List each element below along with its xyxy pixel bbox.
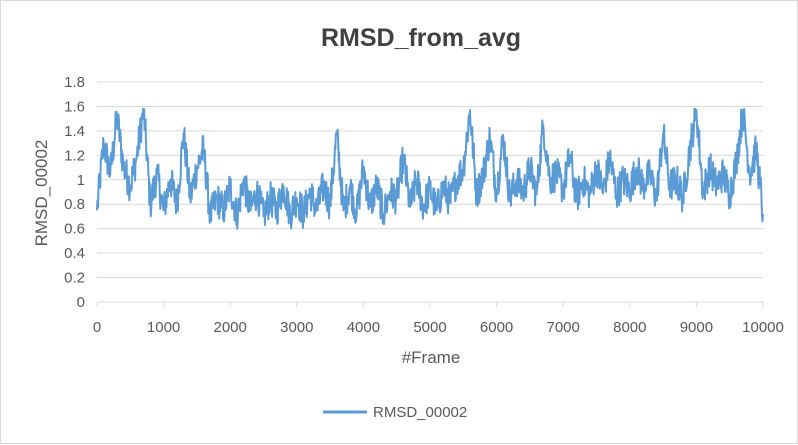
x-tick-label: 8000 xyxy=(613,319,646,336)
y-tick-label: 0.6 xyxy=(64,221,85,238)
series-group xyxy=(96,107,764,230)
y-tick-label: 1.6 xyxy=(64,98,85,115)
series-line xyxy=(96,107,764,230)
x-tick-label: 0 xyxy=(93,319,101,336)
y-tick-label: 1.2 xyxy=(64,147,85,164)
y-axis-ticks: 0 0.2 0.4 0.6 0.8 1 1.2 1.4 1.6 1.8 xyxy=(64,74,85,311)
x-tick-label: 3000 xyxy=(280,319,313,336)
legend-label: RMSD_00002 xyxy=(373,404,467,421)
y-tick-label: 1 xyxy=(77,172,85,189)
x-axis-label: #Frame xyxy=(402,348,461,367)
y-tick-label: 0.2 xyxy=(64,270,85,287)
x-axis-ticks: 0 1000 2000 3000 4000 5000 6000 7000 8000 9000 100… xyxy=(93,302,784,336)
y-tick-label: 1.8 xyxy=(64,74,85,91)
y-tick-label: 0 xyxy=(77,294,85,311)
x-tick-label: 9000 xyxy=(680,319,713,336)
x-tick-label: 4000 xyxy=(347,319,380,336)
y-axis-label: RMSD_00002 xyxy=(32,140,51,247)
x-tick-label: 5000 xyxy=(413,319,446,336)
x-tick-label: 2000 xyxy=(214,319,247,336)
chart-title: RMSD_from_avg xyxy=(321,24,521,52)
y-tick-label: 1.4 xyxy=(64,123,85,140)
x-tick-label: 7000 xyxy=(547,319,580,336)
y-tick-label: 0.4 xyxy=(64,245,85,262)
x-tick-label: 6000 xyxy=(480,319,513,336)
x-tick-label: 1000 xyxy=(147,319,180,336)
x-tick-label: 10000 xyxy=(742,319,784,336)
y-tick-label: 0.8 xyxy=(64,196,85,213)
